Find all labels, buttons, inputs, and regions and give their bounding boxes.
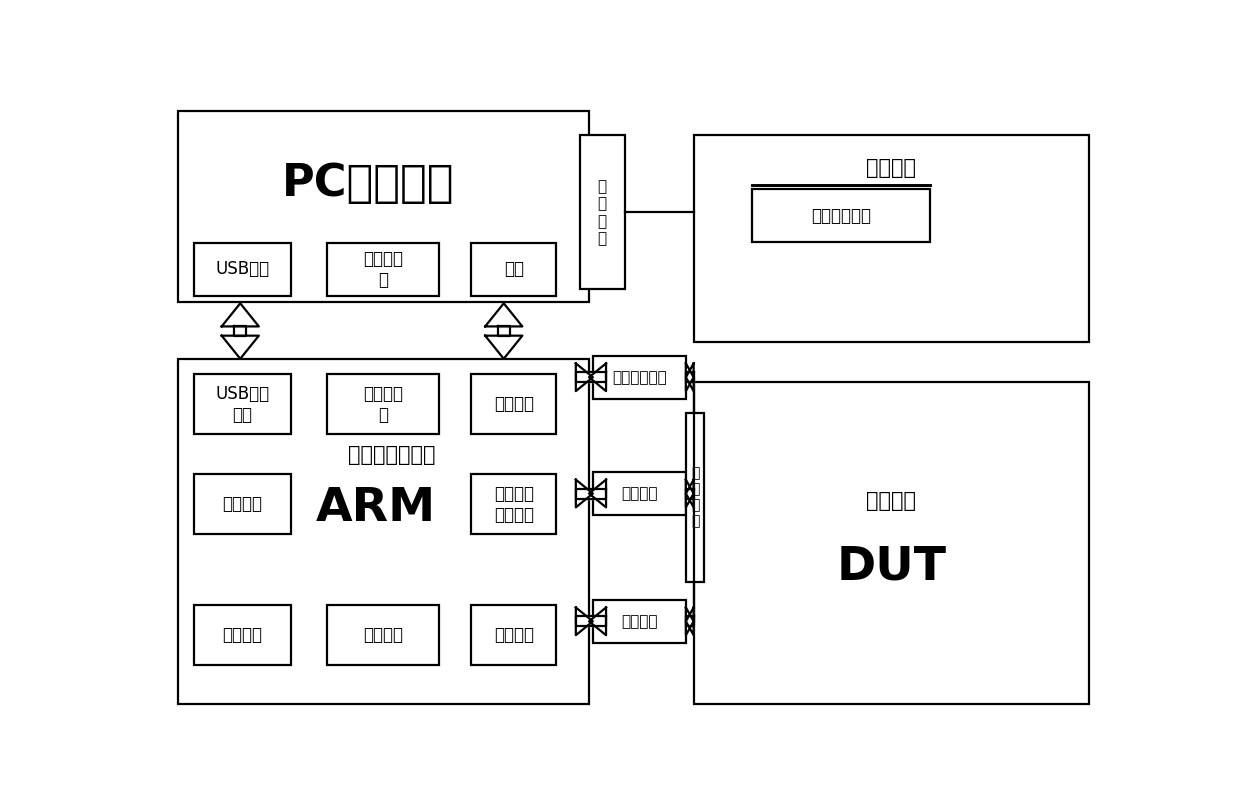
Text: 固件升级: 固件升级: [494, 395, 534, 413]
Polygon shape: [485, 335, 522, 359]
Bar: [693, 382, 1089, 704]
Text: 烧录接口: 烧录接口: [621, 486, 657, 501]
Polygon shape: [686, 364, 693, 391]
Text: USB通信
模块: USB通信 模块: [215, 385, 269, 423]
Bar: [593, 356, 686, 399]
Polygon shape: [686, 372, 693, 382]
Text: 数据接口: 数据接口: [621, 614, 657, 629]
Polygon shape: [575, 364, 593, 391]
Text: 温箱控制接口: 温箱控制接口: [613, 370, 667, 385]
Polygon shape: [485, 303, 522, 326]
Text: USB接口: USB接口: [215, 260, 269, 279]
Polygon shape: [589, 364, 606, 391]
Polygon shape: [575, 489, 606, 499]
Polygon shape: [222, 303, 259, 326]
Text: 温度测量: 温度测量: [494, 626, 534, 644]
Polygon shape: [575, 480, 593, 507]
Bar: [179, 111, 589, 301]
Bar: [593, 472, 686, 515]
Text: 串口: 串口: [503, 260, 523, 279]
Polygon shape: [498, 326, 510, 335]
Text: 被测芯片: 被测芯片: [867, 491, 916, 511]
Polygon shape: [686, 364, 693, 391]
Text: 接
口
选
择: 接 口 选 择: [691, 466, 699, 528]
Bar: [593, 600, 686, 643]
Polygon shape: [575, 617, 606, 626]
Polygon shape: [686, 489, 693, 499]
Text: 电源控制: 电源控制: [222, 626, 262, 644]
Polygon shape: [575, 608, 593, 635]
Polygon shape: [589, 480, 606, 507]
Bar: [471, 243, 557, 296]
Bar: [327, 605, 439, 665]
Text: 寄存器配
置: 寄存器配 置: [363, 385, 403, 423]
Polygon shape: [589, 608, 606, 635]
Text: 嵌入式微处理器: 嵌入式微处理器: [347, 445, 435, 465]
Bar: [471, 374, 557, 434]
Bar: [471, 605, 557, 665]
Text: 温
箱
协
议: 温 箱 协 议: [598, 179, 606, 246]
Bar: [471, 474, 557, 534]
Bar: [327, 374, 439, 434]
Bar: [193, 605, 290, 665]
Polygon shape: [686, 480, 693, 507]
Polygon shape: [686, 617, 693, 626]
Polygon shape: [686, 608, 693, 635]
Bar: [327, 243, 439, 296]
Text: PC控制软件: PC控制软件: [281, 162, 454, 205]
Polygon shape: [222, 335, 259, 359]
Bar: [751, 189, 930, 242]
Text: 数据处理: 数据处理: [222, 495, 262, 513]
Bar: [193, 474, 290, 534]
Bar: [193, 374, 290, 434]
Bar: [686, 413, 704, 582]
Bar: [193, 243, 290, 296]
Bar: [580, 136, 625, 289]
Bar: [179, 359, 589, 704]
Text: ARM: ARM: [316, 486, 436, 532]
Bar: [693, 136, 1089, 342]
Text: 数据存储: 数据存储: [363, 626, 403, 644]
Polygon shape: [686, 480, 693, 507]
Text: 芯片检测
温度标定: 芯片检测 温度标定: [494, 485, 534, 524]
Text: 温度曲线
图: 温度曲线 图: [363, 250, 403, 288]
Polygon shape: [575, 372, 606, 382]
Polygon shape: [234, 326, 246, 335]
Text: DUT: DUT: [836, 544, 946, 589]
Polygon shape: [686, 608, 693, 635]
Text: 高低温箱: 高低温箱: [867, 158, 916, 178]
Text: 温度测量模块: 温度测量模块: [811, 207, 870, 225]
